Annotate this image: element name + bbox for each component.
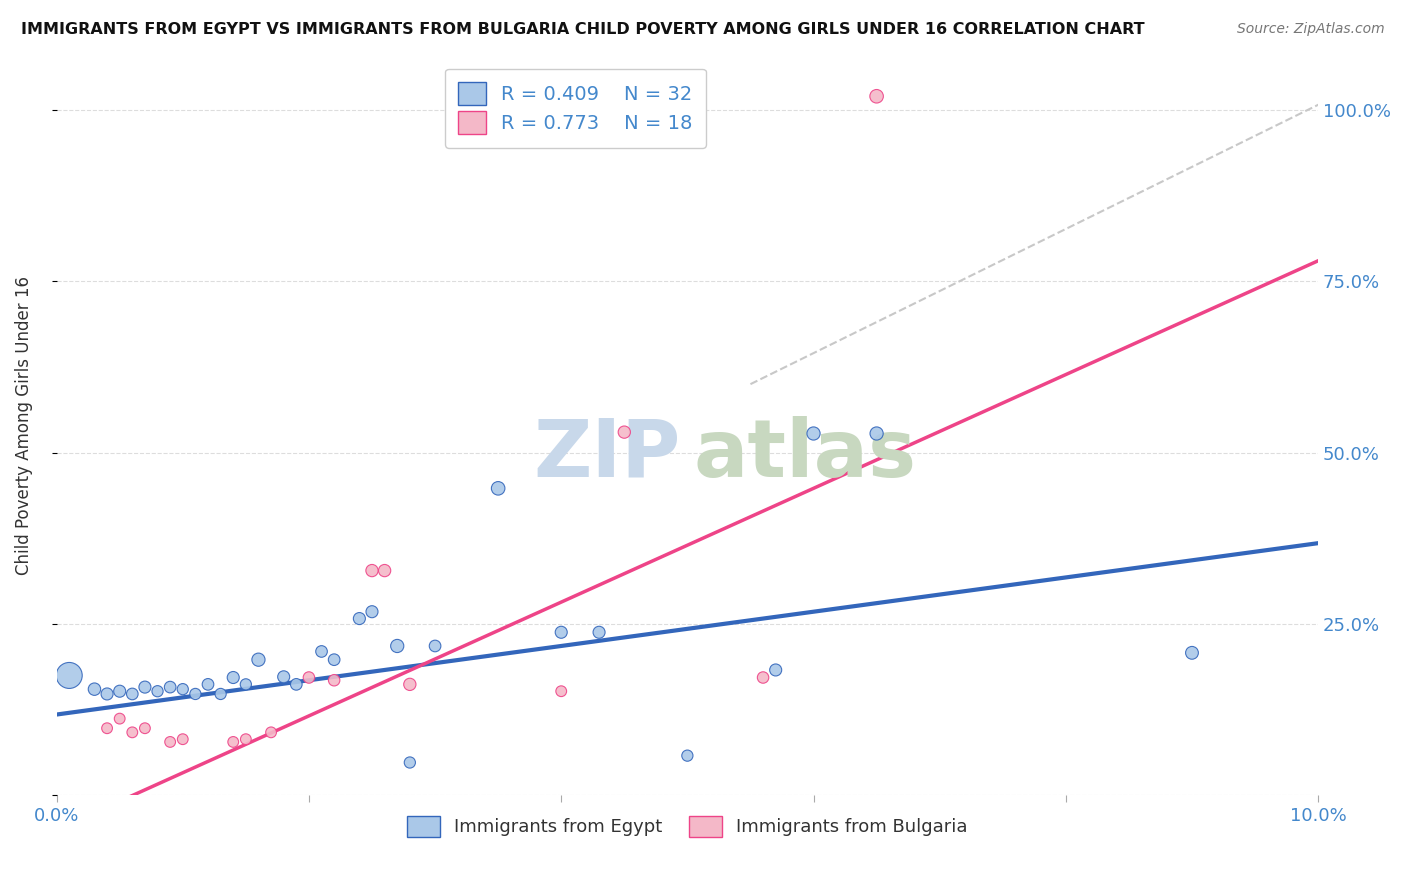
Text: Source: ZipAtlas.com: Source: ZipAtlas.com bbox=[1237, 22, 1385, 37]
Point bbox=[172, 732, 194, 747]
Point bbox=[349, 611, 371, 625]
Point bbox=[323, 653, 346, 667]
Point bbox=[121, 725, 143, 739]
Point bbox=[865, 426, 887, 441]
Point bbox=[108, 712, 131, 726]
Legend: Immigrants from Egypt, Immigrants from Bulgaria: Immigrants from Egypt, Immigrants from B… bbox=[398, 806, 977, 846]
Point bbox=[96, 687, 118, 701]
Point bbox=[209, 687, 232, 701]
Point bbox=[235, 677, 257, 691]
Text: atlas: atlas bbox=[693, 416, 917, 494]
Point bbox=[387, 639, 409, 653]
Point bbox=[613, 425, 636, 439]
Point bbox=[752, 671, 775, 685]
Point bbox=[247, 653, 270, 667]
Text: ZIP: ZIP bbox=[534, 416, 681, 494]
Point bbox=[235, 732, 257, 747]
Point bbox=[197, 677, 219, 691]
Point bbox=[765, 663, 787, 677]
Point bbox=[550, 684, 572, 698]
Point bbox=[134, 721, 156, 735]
Point bbox=[398, 677, 420, 691]
Point bbox=[134, 680, 156, 694]
Point bbox=[398, 756, 420, 770]
Point bbox=[184, 687, 207, 701]
Point bbox=[159, 680, 181, 694]
Point bbox=[222, 735, 245, 749]
Point bbox=[423, 639, 446, 653]
Point bbox=[588, 625, 610, 640]
Point bbox=[361, 605, 384, 619]
Point bbox=[121, 687, 143, 701]
Point bbox=[676, 748, 699, 763]
Y-axis label: Child Poverty Among Girls Under 16: Child Poverty Among Girls Under 16 bbox=[15, 276, 32, 574]
Point bbox=[486, 481, 509, 495]
Point bbox=[146, 684, 169, 698]
Point bbox=[83, 682, 105, 697]
Point bbox=[361, 564, 384, 578]
Point bbox=[550, 625, 572, 640]
Point bbox=[159, 735, 181, 749]
Point bbox=[311, 644, 333, 658]
Point bbox=[285, 677, 308, 691]
Point bbox=[222, 671, 245, 685]
Point bbox=[96, 721, 118, 735]
Point bbox=[273, 670, 295, 684]
Point bbox=[865, 89, 887, 103]
Point bbox=[323, 673, 346, 688]
Point bbox=[1181, 646, 1204, 660]
Text: IMMIGRANTS FROM EGYPT VS IMMIGRANTS FROM BULGARIA CHILD POVERTY AMONG GIRLS UNDE: IMMIGRANTS FROM EGYPT VS IMMIGRANTS FROM… bbox=[21, 22, 1144, 37]
Point bbox=[298, 671, 321, 685]
Point bbox=[58, 668, 80, 682]
Point bbox=[108, 684, 131, 698]
Point bbox=[803, 426, 825, 441]
Point bbox=[374, 564, 396, 578]
Point bbox=[172, 682, 194, 697]
Point bbox=[260, 725, 283, 739]
